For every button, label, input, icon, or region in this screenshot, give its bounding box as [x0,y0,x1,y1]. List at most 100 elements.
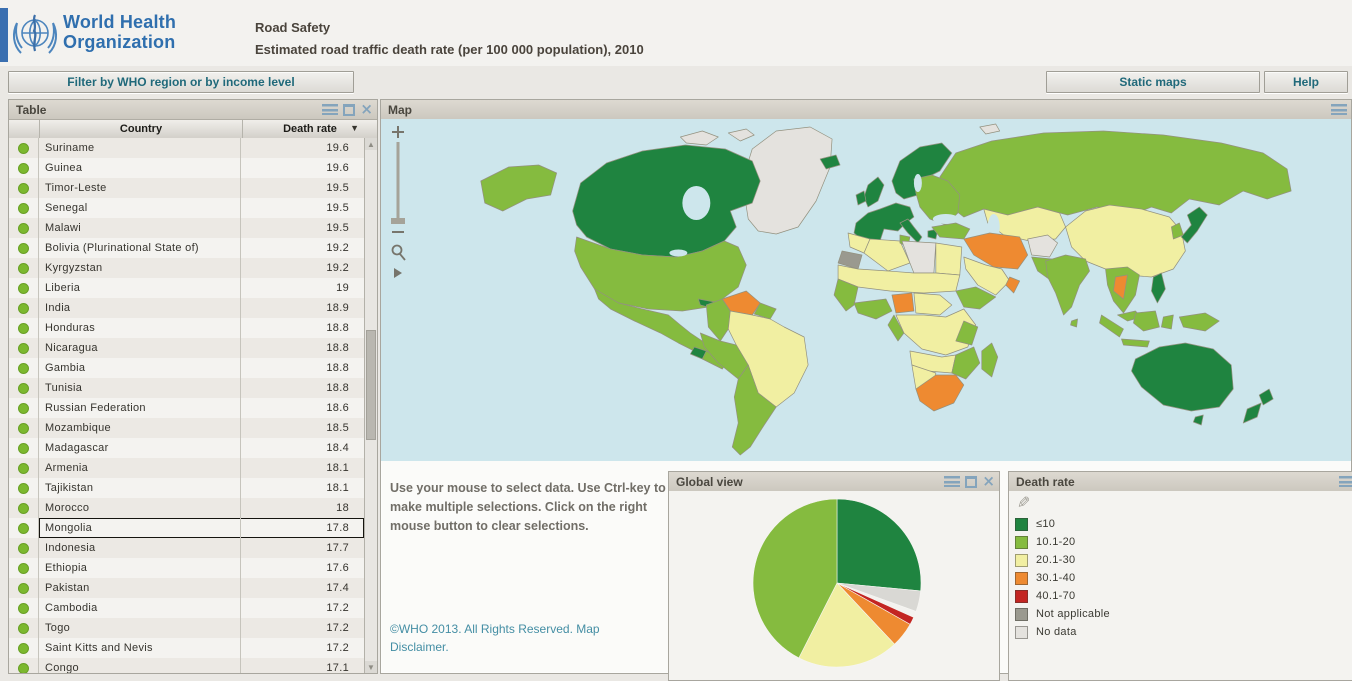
table-row[interactable]: Ethiopia 17.6 [9,558,364,578]
map-region-svalbard[interactable] [979,123,1001,135]
help-button[interactable]: Help [1264,71,1348,93]
table-row[interactable]: Togo 17.2 [9,618,364,638]
copyright-link[interactable]: ©WHO 2013. All Rights Reserved. Map Disc… [390,622,600,654]
table-row[interactable]: Honduras 18.8 [9,318,364,338]
map-region-mozambique[interactable] [951,346,981,380]
legend-item[interactable]: 30.1-40 [1015,569,1110,587]
sort-desc-icon[interactable]: ▼ [350,123,359,133]
map-region-new-zealand[interactable] [1242,402,1262,424]
pie-slice-≤10[interactable] [836,498,922,592]
table-row[interactable]: Pakistan 17.4 [9,578,364,598]
table-row[interactable]: Cambodia 17.2 [9,598,364,618]
filter-button[interactable]: Filter by WHO region or by income level [8,71,354,93]
map-region-thailand[interactable] [1113,274,1128,300]
table-row[interactable]: Russian Federation 18.6 [9,398,364,418]
legend-item[interactable]: 10.1-20 [1015,533,1110,551]
map-region-congo[interactable] [887,314,905,342]
map-region-west-africa[interactable] [833,278,859,312]
map-region-java[interactable] [1121,338,1150,348]
table-row[interactable]: Saint Kitts and Nevis 17.2 [9,638,364,658]
map-viewport[interactable] [381,119,1351,461]
table-row[interactable]: Senegal 19.5 [9,198,364,218]
table-row[interactable]: Bolivia (Plurinational State of) 19.2 [9,238,364,258]
scroll-down-icon[interactable]: ▼ [365,661,377,673]
death-rate-column-header[interactable]: Death rate ▼ [283,123,359,135]
magnifier-icon[interactable] [391,244,406,261]
pie-slice-10.1-20[interactable] [752,498,838,659]
map-region-borneo[interactable] [1133,310,1160,332]
close-icon[interactable]: × [360,100,373,118]
table-row[interactable]: Mongolia 17.8 [9,518,364,538]
table-row[interactable]: Tunisia 18.8 [9,378,364,398]
map-region-new-guinea[interactable] [1179,312,1220,332]
map-region-east-africa[interactable] [955,320,979,346]
map-region-scandinavia[interactable] [891,142,953,200]
map-region-sri-lanka[interactable] [1070,318,1078,328]
table-row[interactable]: India 18.9 [9,298,364,318]
pan-right-icon[interactable] [394,268,402,278]
map-region-sulawesi[interactable] [1161,314,1174,330]
pie-slice-20.1-30[interactable] [798,582,895,668]
map-region-egypt[interactable] [935,242,963,276]
map-region-south-africa[interactable] [915,374,965,412]
table-scrollbar[interactable]: ▲ ▼ [364,138,377,673]
table-row[interactable]: Liberia 19 [9,278,364,298]
map-region-greenland[interactable] [741,126,833,235]
map-region-iran-iraq[interactable] [963,232,1029,270]
legend-item[interactable]: 40.1-70 [1015,587,1110,605]
scrollbar-thumb[interactable] [366,330,376,440]
country-column-header[interactable]: Country [40,120,243,138]
zoom-in-icon[interactable] [392,126,404,138]
legend-item[interactable]: Not applicable [1015,605,1110,623]
map-region-china[interactable] [1065,204,1186,278]
table-row[interactable]: Kyrgyzstan 19.2 [9,258,364,278]
map-region-philippines[interactable] [1151,272,1166,304]
map-region-iceland[interactable] [819,154,841,170]
table-row[interactable]: Malawi 19.5 [9,218,364,238]
map-region-japan[interactable] [1181,206,1208,244]
map-region-turkey[interactable] [931,222,971,240]
maximize-icon[interactable] [343,103,356,116]
map-region-libya[interactable] [901,240,937,274]
map-region-ireland[interactable] [855,190,867,206]
table-row[interactable]: Indonesia 17.7 [9,538,364,558]
zoom-slider-thumb[interactable] [391,218,405,224]
table-row[interactable]: Madagascar 18.4 [9,438,364,458]
table-row[interactable]: Morocco 18 [9,498,364,518]
map-region-nigeria[interactable] [891,292,915,314]
table-row[interactable]: Mozambique 18.5 [9,418,364,438]
table-row[interactable]: Timor-Leste 19.5 [9,178,364,198]
maximize-icon[interactable] [965,475,978,488]
map-region-arctic-islands[interactable] [727,128,755,142]
map-region-central-africa-north[interactable] [913,292,953,316]
map-region-oman[interactable] [1005,276,1021,294]
map-region-arctic-islands[interactable] [680,130,719,146]
map-region-gulf-of-guinea[interactable] [853,298,893,320]
close-icon[interactable]: × [982,472,995,490]
table-row[interactable]: Guinea 19.6 [9,158,364,178]
legend-item[interactable]: 20.1-30 [1015,551,1110,569]
map-region-saudi-arabia[interactable] [963,256,1011,296]
map-region-india[interactable] [1045,254,1090,316]
table-row[interactable]: Armenia 18.1 [9,458,364,478]
table-row[interactable]: Tajikistan 18.1 [9,478,364,498]
scroll-up-icon[interactable]: ▲ [365,138,377,150]
table-row[interactable]: Suriname 19.6 [9,138,364,158]
map-region-australia[interactable] [1131,342,1234,412]
map-region-horn-of-africa[interactable] [955,286,997,310]
map-region-madagascar[interactable] [981,342,999,378]
map-region-sumatra[interactable] [1099,314,1124,338]
static-maps-button[interactable]: Static maps [1046,71,1260,93]
map-region-afghanistan[interactable] [1027,234,1058,258]
legend-item[interactable]: No data [1015,623,1110,641]
map-region-alaska[interactable] [480,164,557,212]
legend-item[interactable]: ≤10 [1015,515,1110,533]
pencil-edit-icon[interactable]: ✎ [1017,493,1031,512]
map-region-italy[interactable] [899,218,923,244]
menu-icon[interactable] [1339,476,1352,487]
menu-icon[interactable] [944,476,961,487]
menu-icon[interactable] [322,104,339,115]
map-region-chile-argentina[interactable] [731,364,777,456]
map-region-tasmania[interactable] [1192,414,1204,426]
map-region-new-zealand[interactable] [1258,388,1274,406]
